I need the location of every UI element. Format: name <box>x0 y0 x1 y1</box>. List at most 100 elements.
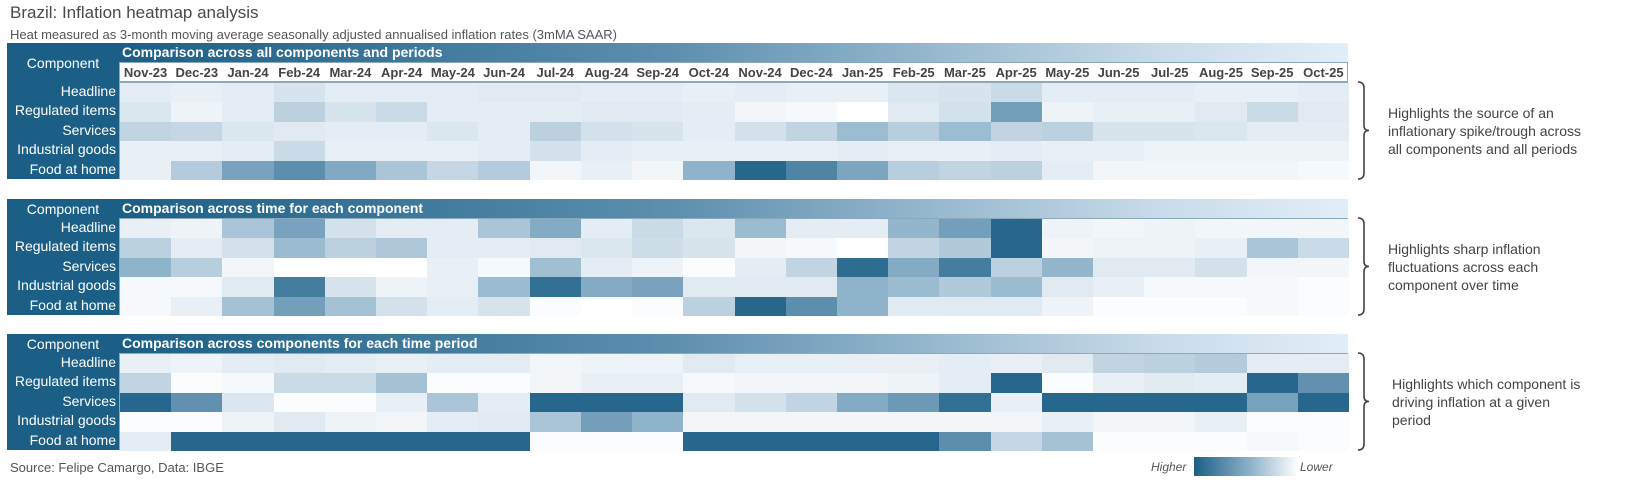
heatmap-cell <box>478 412 531 433</box>
heatmap-cell <box>427 392 479 413</box>
heatmap-cell <box>785 354 838 374</box>
heatmap-cell <box>478 160 531 181</box>
heatmap-cell <box>1195 354 1248 374</box>
month-label: May-25 <box>1045 65 1090 80</box>
panel-title: Comparison across time for each componen… <box>119 199 1348 218</box>
month-label: Mar-25 <box>943 65 986 80</box>
heatmap-cell <box>580 296 633 317</box>
heatmap-cell <box>171 296 223 317</box>
heatmap-cell <box>1246 141 1299 162</box>
panel-title: Comparison across all components and per… <box>119 43 1348 62</box>
component-header: Component <box>7 43 119 82</box>
heatmap-cell <box>836 296 889 317</box>
heatmap-cell <box>1092 373 1145 394</box>
heatmap-cell <box>222 238 275 259</box>
heatmap-cell <box>888 219 940 239</box>
heatmap-cell <box>1297 238 1350 259</box>
heatmap-cell <box>1246 102 1299 123</box>
heatmap-cell <box>580 238 633 259</box>
component-label: Food at home <box>29 160 116 177</box>
panel-annotation: Highlights sharp inflation fluctuations … <box>1388 240 1541 293</box>
heatmap-cell <box>529 102 582 123</box>
heatmap-cell <box>478 296 531 317</box>
heatmap-cell <box>427 296 479 317</box>
heatmap-cell <box>222 296 275 317</box>
heatmap-cell <box>580 121 633 142</box>
heatmap-cell <box>939 277 992 298</box>
heatmap-cell <box>836 238 889 259</box>
component-label: Regulated items <box>14 102 116 119</box>
heatmap-cell <box>939 219 992 239</box>
heatmap-cell <box>171 354 223 374</box>
heatmap-cell <box>734 83 787 103</box>
heatmap-cell <box>1092 412 1145 433</box>
heatmap-cell <box>1297 296 1350 317</box>
heatmap-cell <box>1195 373 1248 394</box>
heatmap-cell <box>939 257 992 278</box>
heatmap-cell <box>990 83 1043 103</box>
heatmap-cell <box>785 219 838 239</box>
heatmap-cell <box>1297 257 1350 278</box>
month-label: Jun-24 <box>483 65 525 80</box>
heatmap-cell <box>734 431 787 452</box>
heatmap-cell <box>580 257 633 278</box>
heatmap-cell <box>1144 392 1196 413</box>
heatmap-cell <box>120 83 172 103</box>
heatmap-cell <box>1092 141 1145 162</box>
heatmap-cell <box>171 160 223 181</box>
heatmap-cell <box>171 102 223 123</box>
heatmap-cell <box>580 219 633 239</box>
heatmap-cell <box>427 141 479 162</box>
heatmap-cell <box>836 277 889 298</box>
heatmap-cell <box>1297 83 1350 103</box>
heatmap-cell <box>222 219 275 239</box>
heatmap-cell <box>836 160 889 181</box>
heatmap-cell <box>939 238 992 259</box>
heatmap-cell <box>632 277 684 298</box>
heatmap-cell <box>324 392 377 413</box>
heatmap-cell <box>580 354 633 374</box>
heatmap-cell <box>1246 257 1299 278</box>
heatmap-cell <box>734 160 787 181</box>
heatmap-cell <box>273 296 326 317</box>
heatmap-cell <box>222 431 275 452</box>
heatmap-cell <box>888 296 940 317</box>
heatmap-cell <box>1297 373 1350 394</box>
heatmap-cell <box>785 160 838 181</box>
heatmap-cell <box>222 392 275 413</box>
heatmap-cell <box>1041 277 1094 298</box>
heatmap-cell <box>376 102 428 123</box>
heatmap-cell <box>120 354 172 374</box>
heatmap-cell <box>324 296 377 317</box>
heatmap-cell <box>427 431 479 452</box>
heatmap-cell <box>1195 238 1248 259</box>
heatmap-cell <box>324 257 377 278</box>
heatmap-cell <box>120 121 172 142</box>
heatmap-cell <box>427 277 479 298</box>
heatmap-cell <box>1041 296 1094 317</box>
heatmap-cell <box>990 431 1043 452</box>
heatmap-cell <box>632 238 684 259</box>
month-label: Aug-25 <box>1198 65 1243 80</box>
heatmap-cell <box>1144 219 1196 239</box>
component-label: Services <box>62 257 116 274</box>
heatmap-cell <box>1092 102 1145 123</box>
component-label: Industrial goods <box>17 412 116 429</box>
component-label: Services <box>62 121 116 138</box>
component-label: Headline <box>60 83 116 99</box>
heatmap-cell <box>1297 219 1350 239</box>
component-labels: Headline Regulated items Services Industria… <box>7 353 119 450</box>
heatmap-cell <box>632 392 684 413</box>
heatmap-cell <box>1297 354 1350 374</box>
heatmap-cell <box>683 219 735 239</box>
heatmap-cell <box>1144 296 1196 317</box>
heatmap-cell <box>222 257 275 278</box>
heatmap-cell <box>990 392 1043 413</box>
heatmap-cell <box>632 354 684 374</box>
heatmap-cell <box>222 141 275 162</box>
heatmap-cell <box>1246 121 1299 142</box>
heatmap-cell <box>836 141 889 162</box>
heatmap-cell <box>273 373 326 394</box>
heatmap-cell <box>632 296 684 317</box>
month-axis: Nov-23 Dec-23 Jan-24 Feb-24 Mar-24 Apr-24 May-… <box>119 62 1348 82</box>
